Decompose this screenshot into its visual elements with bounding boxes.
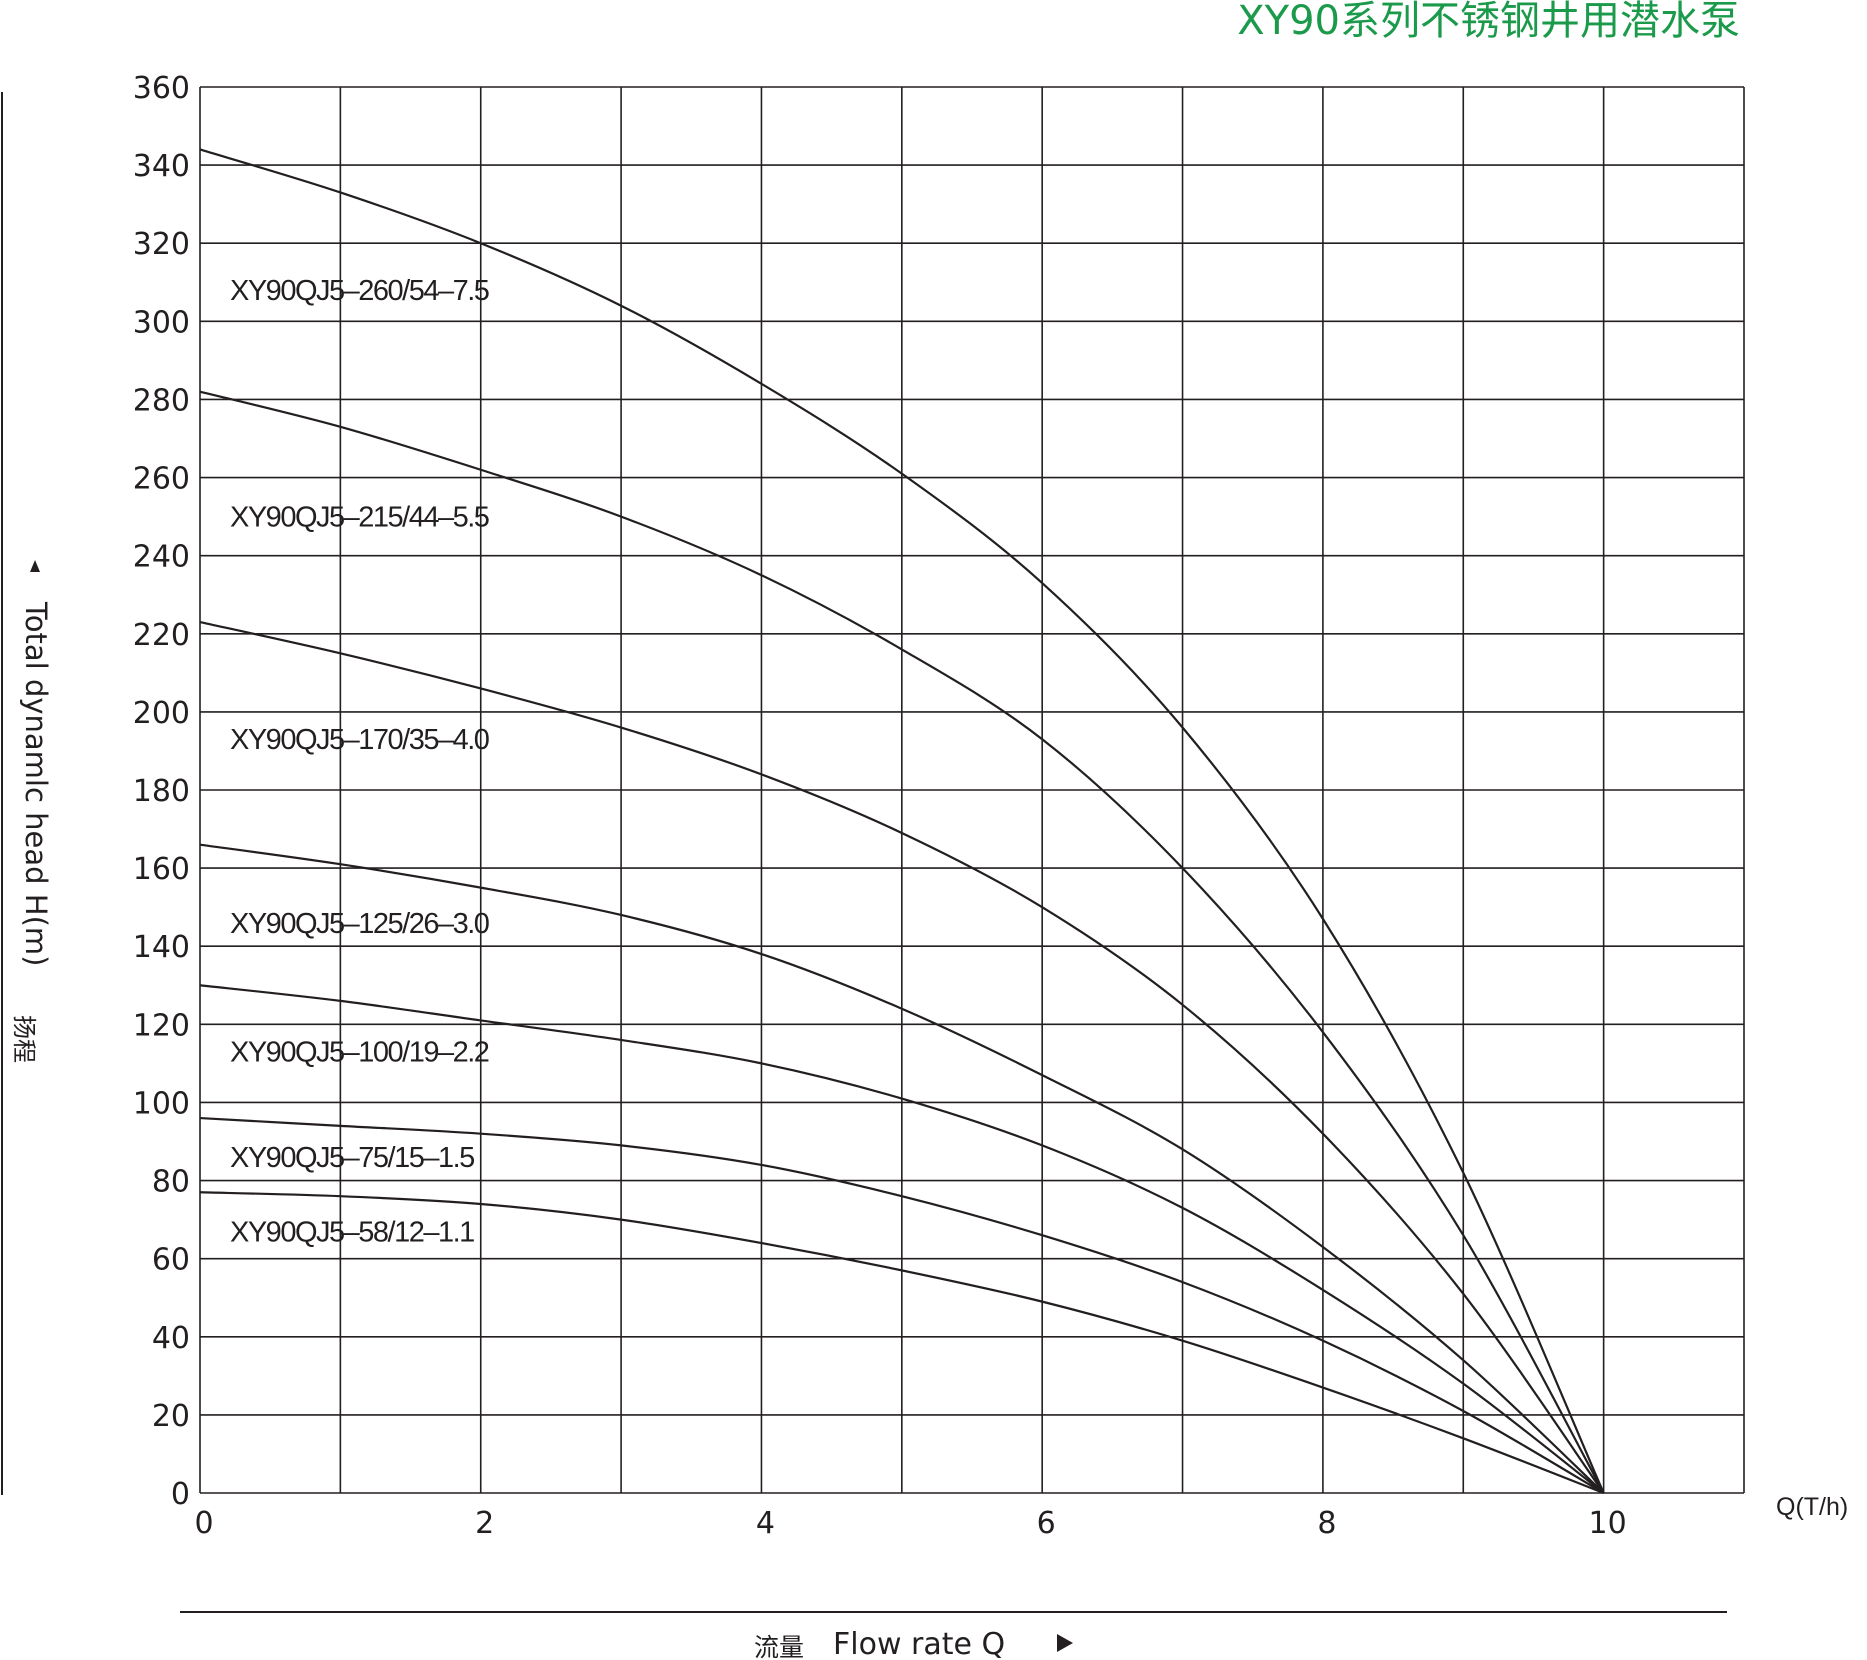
series-label: XY90QJ5–215/44–5.5: [230, 502, 489, 534]
y-axis-title: Total dynamlc head H(m): [19, 601, 53, 966]
chart-title: XY90系列不锈钢井用潜水泵: [1237, 0, 1740, 44]
y-tick-label: 200: [133, 696, 190, 731]
x-axis-title-cn: 流量: [754, 1633, 804, 1660]
x-tick-label: 8: [1317, 1506, 1336, 1541]
x-tick-label: 2: [475, 1506, 494, 1541]
x-tick-label: 0: [194, 1506, 213, 1541]
series-label: XY90QJ5–260/54–7.5: [230, 275, 489, 307]
series-curve-1: [199, 148, 1605, 1494]
y-tick-label: 220: [133, 618, 190, 653]
y-tick-label: 20: [152, 1399, 190, 1434]
y-tick-label: 160: [133, 852, 190, 887]
x-unit-label: Q(T/h): [1776, 1493, 1848, 1521]
y-tick-label: 120: [133, 1008, 190, 1043]
up-arrow-icon: [30, 560, 40, 572]
y-tick-label: 320: [133, 227, 190, 262]
y-tick-label: 280: [133, 383, 190, 418]
y-tick-label: 60: [152, 1243, 190, 1278]
x-tick-label: 6: [1037, 1506, 1056, 1541]
series-curve-6: [199, 1116, 1605, 1494]
y-tick-label: 300: [133, 305, 190, 340]
y-tick-label: 360: [133, 71, 190, 106]
y-tick-label: 340: [133, 149, 190, 184]
x-tick-label: 4: [756, 1506, 775, 1541]
y-tick-label: 260: [133, 462, 190, 497]
series-curve-7: [199, 1191, 1605, 1495]
series-labels: XY90QJ5–260/54–7.5 XY90QJ5–215/44–5.5 XY90…: [230, 275, 490, 1248]
x-axis-title: Flow rate Q: [833, 1627, 1005, 1660]
x-tick-label: 10: [1589, 1506, 1627, 1541]
y-tick-label: 40: [152, 1321, 190, 1356]
series-label: XY90QJ5–125/26–3.0: [230, 908, 489, 940]
y-axis-title-group: Total dynamlc head H(m) 扬程: [10, 560, 53, 1063]
series-curve-5: [199, 984, 1605, 1494]
curves: [199, 148, 1605, 1495]
series-label: XY90QJ5–170/35–4.0: [230, 724, 489, 756]
series-label: XY90QJ5–100/19–2.2: [230, 1037, 489, 1069]
right-arrow-icon: [1057, 1634, 1073, 1652]
y-tick-labels: 0 20 40 60 80 100 120 140 160 180 200 220 240 260 280 3…: [133, 71, 190, 1512]
y-tick-label: 180: [133, 774, 190, 809]
grid: [199, 86, 1745, 1494]
y-tick-label: 80: [152, 1165, 190, 1200]
series-label: XY90QJ5–75/15–1.5: [230, 1142, 474, 1174]
series-curve-4: [199, 843, 1605, 1494]
y-tick-label: 0: [171, 1477, 190, 1512]
y-tick-label: 140: [133, 930, 190, 965]
x-tick-labels: 0 2 4 6 8 10: [194, 1506, 1626, 1541]
series-curve-2: [199, 390, 1605, 1494]
y-tick-label: 100: [133, 1086, 190, 1121]
y-axis-title-cn: 扬程: [10, 1015, 38, 1063]
y-tick-label: 240: [133, 540, 190, 575]
series-label: XY90QJ5–58/12–1.1: [230, 1216, 474, 1248]
series-curve-3: [199, 620, 1605, 1494]
